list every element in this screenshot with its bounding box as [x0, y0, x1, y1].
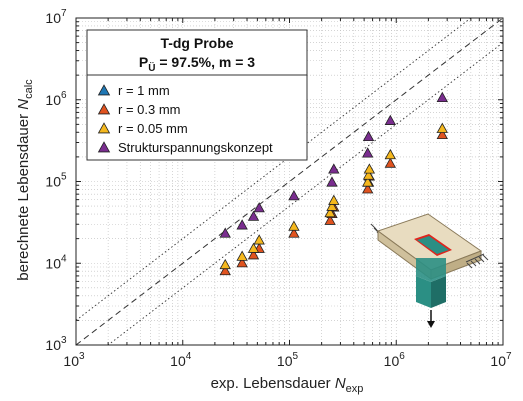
x-tick-label: 104 — [170, 351, 192, 369]
data-point-r-0-3-mm — [219, 264, 231, 276]
data-point-strukturspannungskonzept — [328, 163, 340, 174]
x-axis-label: exp. Lebensdauer Nexp — [211, 375, 364, 395]
data-point-r-0-05-mm — [328, 194, 340, 205]
x-tick-label: 103 — [63, 351, 85, 369]
legend-label-strukturspannungskonzept: Strukturspannungskonzept — [118, 140, 273, 155]
data-point-r-0-05-mm — [324, 206, 336, 218]
y-tick-label: 103 — [45, 335, 67, 353]
clamp-hatch-right — [465, 253, 489, 269]
data-point-r-0-3-mm — [436, 128, 448, 140]
data-point-r-0-05-mm — [436, 122, 448, 133]
data-point-r-0-05-mm — [253, 234, 265, 245]
data-point-r-0-05-mm — [236, 250, 248, 261]
legend-label-r-0-3-mm: r = 0.3 mm — [118, 102, 181, 117]
stem-side — [431, 276, 446, 308]
data-point-r-0-05-mm — [362, 176, 374, 187]
data-point-strukturspannungskonzept — [362, 147, 374, 158]
y-tick-label: 107 — [45, 8, 67, 26]
load-arrow-icon — [427, 310, 435, 328]
axis-ticks: 103 104 105 106 107 103 104 105 106 107 — [45, 8, 512, 369]
data-point-r-0-3-mm — [362, 183, 374, 194]
legend-marker-r-0-05-mm — [97, 122, 111, 134]
data-points — [219, 91, 448, 276]
legend-label-r-0-05-mm: r = 0.05 mm — [118, 121, 188, 136]
stem-front — [416, 276, 431, 308]
data-point-r-0-3-mm — [288, 227, 300, 238]
data-point-strukturspannungskonzept — [384, 114, 397, 125]
legend-marker-strukturspannungskonzept — [97, 141, 111, 153]
x-tick-label: 107 — [490, 351, 512, 369]
data-point-strukturspannungskonzept — [288, 190, 300, 201]
y-tick-label: 104 — [45, 253, 67, 271]
data-point-r-0-3-mm — [384, 157, 397, 168]
data-point-strukturspannungskonzept — [219, 227, 231, 238]
data-point-r-0-05-mm — [247, 242, 260, 253]
data-point-r-0-05-mm — [326, 200, 338, 211]
data-point-r-0-3-mm — [247, 249, 260, 260]
legend-subtitle: PÜ = 97.5%, m = 3 — [139, 54, 255, 74]
stem-upper — [416, 258, 446, 282]
data-point-strukturspannungskonzept — [436, 91, 448, 103]
y-tick-label: 106 — [45, 90, 67, 108]
data-point-strukturspannungskonzept — [247, 210, 260, 221]
y-axis-label: berechnete Lebensdauer Ncalc — [15, 79, 35, 281]
specimen-3d-illustration — [370, 213, 489, 328]
legend-label-r-1-mm: r = 1 mm — [118, 83, 170, 98]
data-point-r-0-05-mm — [288, 220, 300, 231]
y-tick-label: 105 — [45, 172, 67, 190]
data-point-r-0-05-mm — [363, 163, 376, 174]
data-point-r-0-05-mm — [384, 148, 397, 160]
data-point-r-0-05-mm — [219, 258, 231, 270]
legend-marker-r-1-mm — [97, 84, 111, 96]
legend-marker-r-0-3-mm — [97, 103, 111, 115]
legend-box — [86, 29, 308, 161]
data-point-r-0-05-mm — [362, 169, 375, 180]
data-point-r-0-3-mm — [324, 214, 336, 225]
data-point-strukturspannungskonzept — [326, 176, 338, 187]
data-point-strukturspannungskonzept — [362, 130, 375, 142]
legend-items: r = 1 mm r = 0.3 mm r = 0.05 mm Strukturspa… — [97, 83, 273, 155]
legend: T-dg Probe PÜ = 97.5%, m = 3 r = 1 mmr =… — [86, 29, 308, 161]
x-tick-label: 105 — [277, 351, 299, 369]
data-point-strukturspannungskonzept — [236, 219, 248, 230]
x-tick-label: 106 — [384, 351, 406, 369]
reference-line-dotted — [107, 42, 503, 345]
data-point-strukturspannungskonzept — [253, 202, 265, 213]
data-point-r-0-3-mm — [236, 257, 248, 268]
attachment-top — [417, 236, 449, 254]
legend-title: T-dg Probe — [160, 35, 233, 51]
